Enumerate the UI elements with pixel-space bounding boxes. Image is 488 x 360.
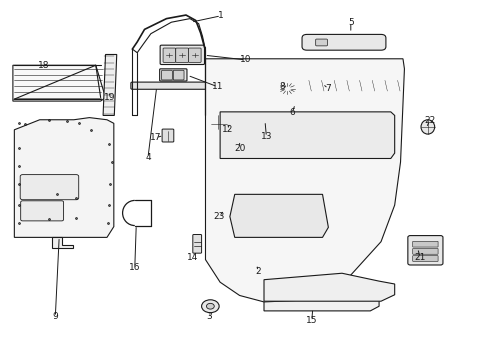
FancyBboxPatch shape bbox=[208, 114, 230, 131]
FancyBboxPatch shape bbox=[161, 70, 172, 80]
Text: 2: 2 bbox=[255, 267, 261, 276]
Text: 8: 8 bbox=[279, 82, 285, 91]
Text: 11: 11 bbox=[211, 82, 223, 91]
FancyBboxPatch shape bbox=[159, 69, 186, 81]
Polygon shape bbox=[229, 194, 328, 237]
FancyBboxPatch shape bbox=[412, 241, 437, 247]
Text: 4: 4 bbox=[145, 153, 150, 162]
FancyBboxPatch shape bbox=[257, 122, 289, 149]
Polygon shape bbox=[205, 59, 404, 302]
FancyBboxPatch shape bbox=[260, 134, 271, 139]
FancyBboxPatch shape bbox=[192, 234, 201, 253]
FancyBboxPatch shape bbox=[221, 212, 226, 228]
FancyBboxPatch shape bbox=[175, 48, 188, 62]
Text: 7: 7 bbox=[325, 84, 330, 93]
Text: 3: 3 bbox=[206, 312, 212, 321]
Text: 9: 9 bbox=[52, 312, 58, 321]
Circle shape bbox=[278, 82, 296, 95]
FancyBboxPatch shape bbox=[162, 129, 173, 142]
Text: 17: 17 bbox=[150, 133, 161, 142]
FancyBboxPatch shape bbox=[160, 45, 204, 64]
Text: 12: 12 bbox=[221, 125, 233, 134]
Circle shape bbox=[285, 87, 289, 90]
Text: 18: 18 bbox=[38, 61, 49, 70]
FancyBboxPatch shape bbox=[273, 140, 284, 147]
FancyBboxPatch shape bbox=[407, 235, 442, 265]
FancyBboxPatch shape bbox=[302, 35, 385, 50]
FancyBboxPatch shape bbox=[260, 140, 271, 147]
FancyBboxPatch shape bbox=[412, 248, 437, 254]
Text: 21: 21 bbox=[413, 253, 425, 262]
FancyBboxPatch shape bbox=[273, 134, 284, 139]
Polygon shape bbox=[13, 65, 105, 101]
Text: 15: 15 bbox=[305, 316, 317, 325]
FancyBboxPatch shape bbox=[131, 82, 205, 89]
FancyBboxPatch shape bbox=[163, 48, 175, 62]
Polygon shape bbox=[14, 118, 114, 237]
Text: 14: 14 bbox=[186, 253, 198, 262]
Text: 19: 19 bbox=[104, 93, 116, 102]
Polygon shape bbox=[264, 273, 394, 301]
FancyBboxPatch shape bbox=[412, 256, 437, 261]
Text: 22: 22 bbox=[423, 116, 434, 125]
FancyBboxPatch shape bbox=[20, 201, 63, 221]
Polygon shape bbox=[103, 54, 117, 116]
FancyBboxPatch shape bbox=[253, 265, 263, 275]
FancyBboxPatch shape bbox=[20, 175, 79, 200]
Text: 6: 6 bbox=[289, 108, 295, 117]
Text: 23: 23 bbox=[213, 212, 224, 221]
FancyBboxPatch shape bbox=[235, 143, 251, 150]
Text: 1: 1 bbox=[218, 11, 224, 20]
Text: 5: 5 bbox=[347, 18, 353, 27]
FancyBboxPatch shape bbox=[315, 39, 327, 46]
Circle shape bbox=[206, 303, 214, 309]
FancyBboxPatch shape bbox=[273, 126, 284, 132]
Polygon shape bbox=[288, 105, 300, 110]
FancyBboxPatch shape bbox=[233, 140, 254, 160]
FancyBboxPatch shape bbox=[188, 48, 201, 62]
Polygon shape bbox=[220, 112, 394, 158]
Polygon shape bbox=[306, 80, 399, 91]
Text: 20: 20 bbox=[233, 144, 245, 153]
Polygon shape bbox=[264, 285, 378, 311]
Text: 13: 13 bbox=[260, 132, 272, 141]
Text: 10: 10 bbox=[239, 55, 251, 64]
FancyBboxPatch shape bbox=[260, 126, 271, 132]
Ellipse shape bbox=[420, 120, 434, 134]
FancyBboxPatch shape bbox=[173, 70, 183, 80]
Text: 16: 16 bbox=[129, 264, 140, 273]
Polygon shape bbox=[52, 237, 73, 248]
FancyBboxPatch shape bbox=[235, 151, 251, 158]
Circle shape bbox=[201, 300, 219, 313]
